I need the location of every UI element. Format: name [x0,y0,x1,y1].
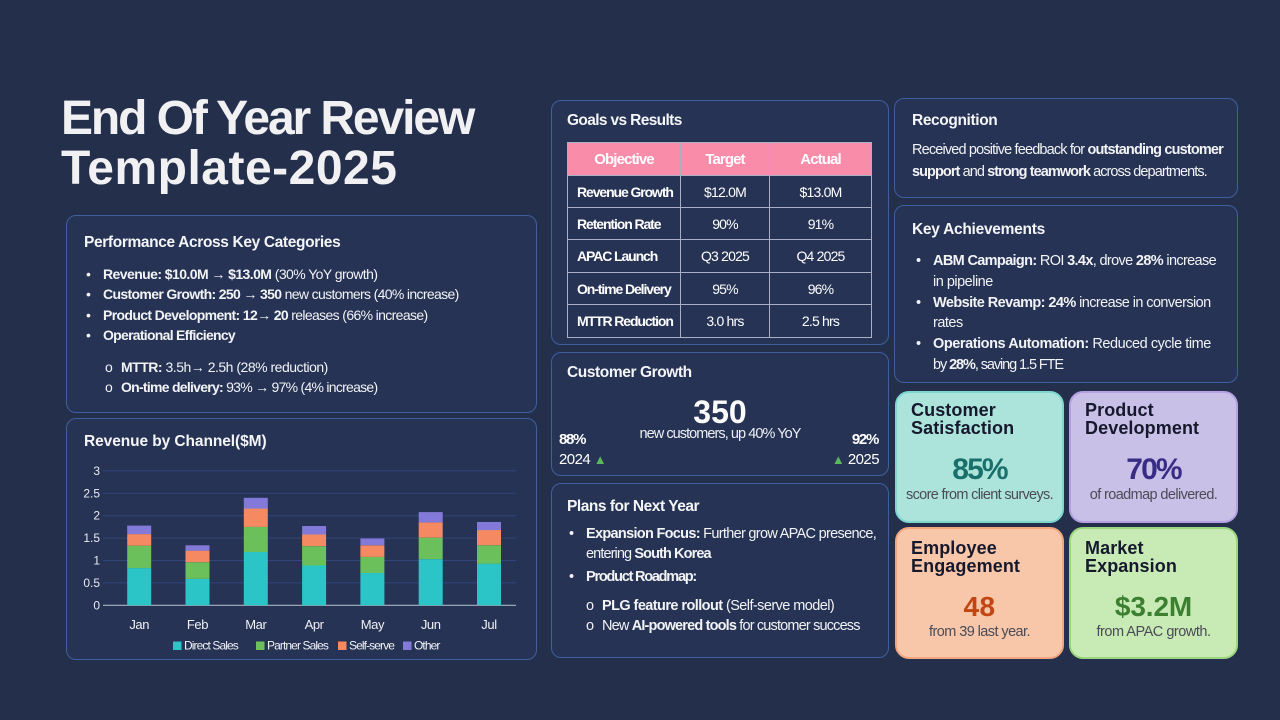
svg-text:2: 2 [93,509,100,523]
svg-text:Mar: Mar [245,617,267,632]
svg-text:Apr: Apr [305,617,325,632]
svg-text:2.5: 2.5 [83,486,100,500]
svg-text:1: 1 [93,554,100,568]
svg-text:Partner Sales: Partner Sales [267,639,329,653]
svg-text:0.5: 0.5 [83,576,100,590]
svg-text:Jul: Jul [481,617,497,632]
svg-text:0: 0 [93,598,100,612]
svg-text:May: May [361,617,385,632]
svg-text:1.5: 1.5 [83,531,100,545]
svg-text:Jun: Jun [421,617,441,632]
svg-text:Other: Other [414,639,440,653]
svg-text:Feb: Feb [187,617,208,632]
svg-text:3: 3 [93,464,100,478]
svg-text:Self-serve: Self-serve [349,639,395,653]
svg-text:Direct Sales: Direct Sales [184,639,239,653]
svg-text:Jan: Jan [129,617,149,632]
